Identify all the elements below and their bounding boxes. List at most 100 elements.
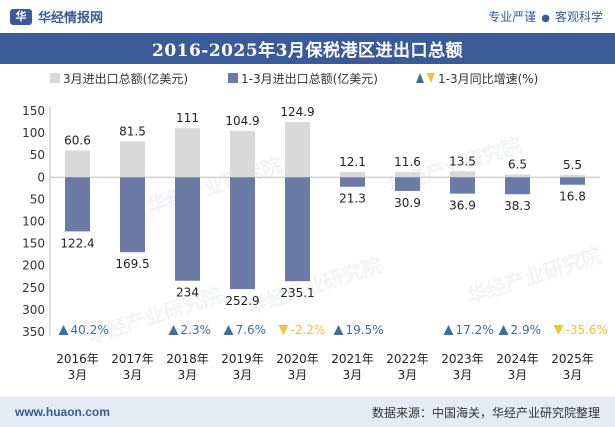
data-label-march: 5.5 [563, 158, 582, 172]
x-tick-label-line: 2023年 [441, 352, 484, 366]
y-tick-label: 350 [22, 325, 45, 339]
motto: 专业严谨 ● 客观科学 [488, 8, 603, 25]
growth-label: 2.9% [511, 323, 542, 337]
data-label-march: 60.6 [64, 134, 91, 148]
data-label-cumulative: 122.4 [60, 236, 94, 250]
x-tick-label: 2020年 3月 [276, 352, 319, 382]
x-tick-label: 2022年 3月 [386, 352, 429, 382]
legend-swatch-cumulative [228, 73, 238, 83]
x-tick-label-line: 2024年 [496, 352, 539, 366]
y-tick-label: 50 [30, 192, 45, 206]
data-label-cumulative: 234 [176, 286, 199, 300]
x-tick-label-line: 2019年 [221, 352, 264, 366]
legend-down-triangle-icon [427, 73, 435, 83]
data-label-march: 6.5 [508, 157, 527, 171]
data-label-cumulative: 235.1 [280, 286, 314, 300]
growth-up-triangle-icon [498, 325, 509, 335]
bar-march [65, 150, 90, 178]
x-tick-label-line: 3月 [68, 368, 88, 382]
bar-cumulative [120, 177, 145, 253]
x-tick-label: 2018年 3月 [166, 352, 209, 382]
data-label-cumulative: 38.3 [504, 199, 531, 213]
brand[interactable]: 华 华经情报网 [10, 7, 103, 26]
data-label-march: 104.9 [225, 114, 259, 128]
growth-label: 17.2% [456, 323, 494, 337]
data-label-march: 81.5 [119, 124, 146, 138]
data-label-cumulative: 252.9 [225, 294, 259, 308]
x-tick-label: 2019年 3月 [221, 352, 264, 382]
x-tick-label-line: 3月 [398, 368, 418, 382]
y-tick-label: 250 [22, 281, 45, 295]
watermark-text: 华经产业研究院 [464, 243, 605, 309]
bar-cumulative [560, 177, 585, 185]
motto-left: 专业严谨 [488, 10, 537, 24]
brand-name: 华经情报网 [38, 11, 104, 26]
x-tick-label-line: 2017年 [111, 352, 154, 366]
growth-down-triangle-icon [278, 325, 289, 335]
x-tick-label-line: 2022年 [386, 352, 429, 366]
bar-march [395, 172, 420, 178]
bar-cumulative [505, 177, 530, 195]
footer-site[interactable]: www.huaon.com [15, 405, 110, 419]
x-tick-label-line: 2018年 [166, 352, 209, 366]
chart-title: 2016-2025年3月保税港区进出口总额 [151, 41, 463, 61]
growth-up-triangle-icon [223, 325, 234, 335]
legend-swatch-march [50, 73, 60, 83]
footer: www.huaon.com 数据来源：中国海关，华经产业研究院整理 [0, 397, 615, 427]
x-tick-label: 2016年 3月 [56, 352, 99, 382]
bar-march [560, 174, 585, 178]
x-tick-label-line: 2025年 [551, 352, 594, 366]
data-label-march: 124.9 [280, 105, 314, 119]
y-tick-label: 0 [37, 170, 45, 184]
x-tick-label-line: 3月 [288, 368, 308, 382]
logo-icon: 华 [10, 8, 32, 25]
data-label-march: 13.5 [449, 154, 476, 168]
data-label-cumulative: 30.9 [394, 196, 421, 210]
bar-march [340, 171, 365, 178]
data-label-cumulative: 36.9 [449, 199, 476, 213]
growth-label: -2.2% [291, 323, 326, 337]
bar-cumulative [65, 177, 90, 232]
bar-march [230, 130, 255, 178]
x-tick-label-line: 3月 [563, 368, 583, 382]
growth-down-triangle-icon [553, 325, 564, 335]
y-tick-label: 100 [22, 215, 45, 229]
data-label-march: 12.1 [339, 155, 366, 169]
x-tick-label: 2017年 3月 [111, 352, 154, 382]
growth-label: 2.3% [181, 323, 212, 337]
x-tick-label: 2021年 3月 [331, 352, 374, 382]
growth-label: 40.2% [71, 323, 109, 337]
bar-cumulative [450, 177, 475, 194]
legend-label-cumulative: 1-3月进出口总额(亿美元) [241, 71, 378, 86]
y-tick-label: 200 [22, 259, 45, 273]
footer-source: 数据来源：中国海关，华经产业研究院整理 [371, 405, 600, 420]
bar-cumulative [395, 177, 420, 191]
legend-up-triangle-icon [416, 73, 424, 83]
y-tick-label: 50 [30, 148, 45, 162]
bar-march [285, 122, 310, 178]
x-tick-label-line: 3月 [453, 368, 473, 382]
bar-march [450, 171, 475, 178]
dot-icon: ● [541, 13, 550, 24]
x-tick-label-line: 2021年 [331, 352, 374, 366]
growth-up-triangle-icon [58, 325, 69, 335]
x-tick-label: 2023年 3月 [441, 352, 484, 382]
y-tick-label: 100 [22, 126, 45, 140]
x-tick-label-line: 3月 [508, 368, 528, 382]
growth-label: -35.6% [566, 323, 608, 337]
y-tick-label: 150 [22, 104, 45, 118]
data-label-march: 11.6 [394, 155, 421, 169]
growth-up-triangle-icon [333, 325, 344, 335]
y-tick-label: 150 [22, 237, 45, 251]
bar-march [120, 141, 145, 178]
legend-label-march: 3月进出口总额(亿美元) [63, 71, 188, 86]
watermark-text: 华经产业研究院 [144, 153, 285, 219]
data-label-cumulative: 16.8 [559, 190, 586, 204]
watermark-text: 华经产业研究院 [84, 283, 225, 349]
x-tick-label-line: 3月 [123, 368, 143, 382]
x-tick-label: 2024年 3月 [496, 352, 539, 382]
bar-march [175, 128, 200, 178]
x-tick-label-line: 2016年 [56, 352, 99, 366]
growth-label: 19.5% [346, 323, 384, 337]
